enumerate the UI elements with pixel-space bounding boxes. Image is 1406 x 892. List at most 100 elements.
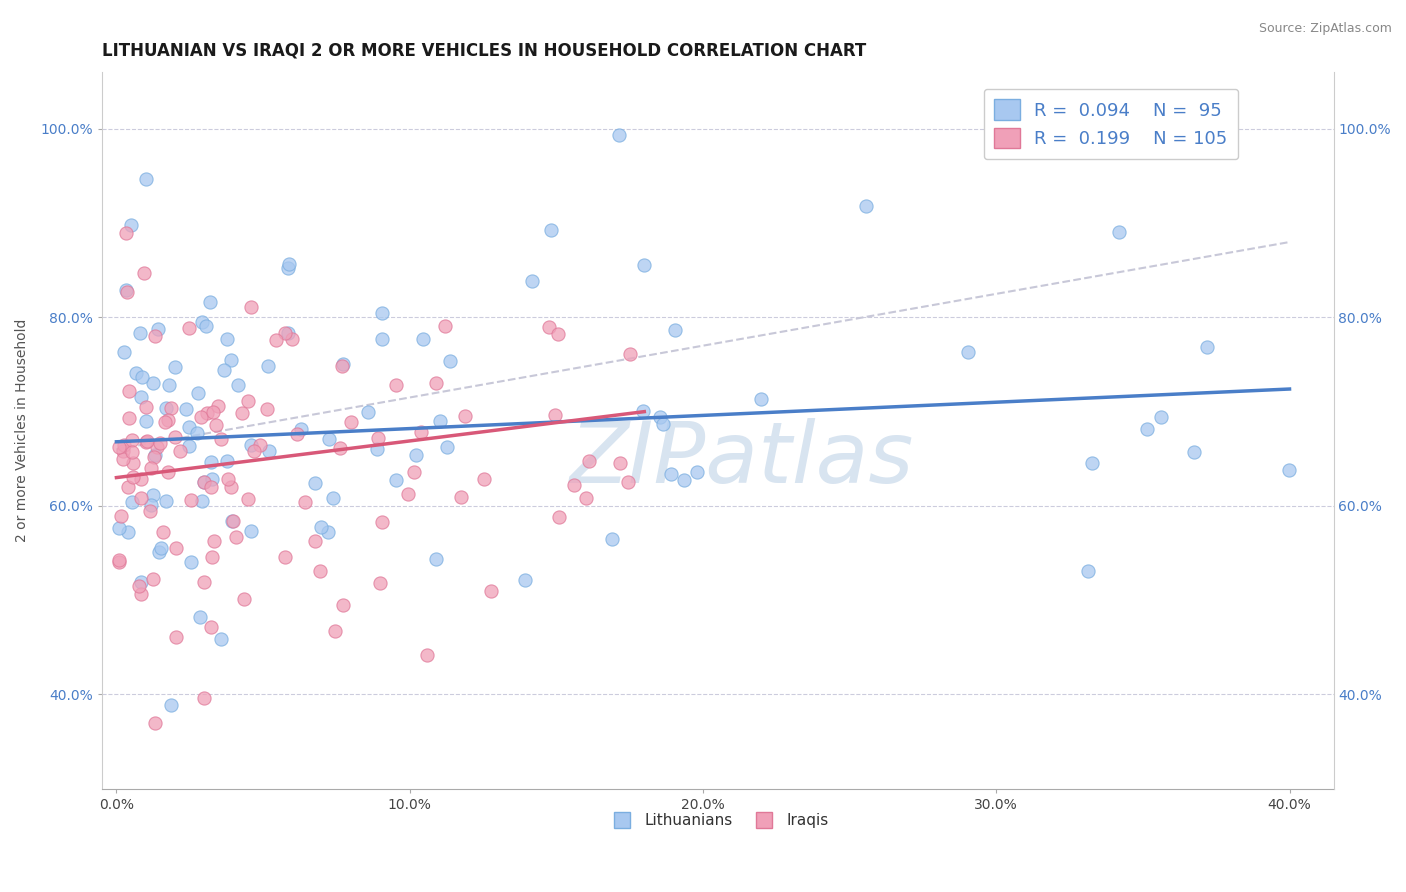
Point	[239, 438, 262, 452]
Point	[322, 491, 344, 506]
Point	[323, 624, 346, 639]
Point	[205, 418, 228, 433]
Point	[219, 480, 242, 494]
Point	[285, 426, 308, 441]
Point	[450, 490, 472, 504]
Point	[157, 413, 180, 427]
Point	[294, 495, 316, 509]
Point	[136, 434, 159, 448]
Point	[226, 378, 249, 392]
Point	[177, 321, 200, 335]
Point	[160, 401, 183, 415]
Point	[179, 420, 201, 434]
Point	[264, 333, 287, 347]
Point	[633, 258, 655, 272]
Point	[236, 394, 259, 409]
Point	[385, 473, 408, 487]
Point	[367, 431, 389, 445]
Point	[257, 444, 280, 458]
Point	[142, 376, 165, 390]
Point	[311, 520, 333, 534]
Point	[129, 473, 152, 487]
Point	[425, 376, 447, 390]
Point	[217, 472, 239, 486]
Point	[562, 478, 585, 492]
Point	[277, 257, 299, 271]
Point	[385, 378, 408, 392]
Point	[956, 345, 979, 359]
Point	[160, 698, 183, 712]
Point	[117, 525, 139, 540]
Point	[202, 534, 225, 549]
Point	[163, 430, 186, 444]
Point	[149, 541, 172, 556]
Point	[139, 498, 162, 512]
Point	[439, 353, 461, 368]
Point	[538, 320, 561, 334]
Point	[309, 564, 332, 578]
Text: LITHUANIAN VS IRAQI 2 OR MORE VEHICLES IN HOUSEHOLD CORRELATION CHART: LITHUANIAN VS IRAQI 2 OR MORE VEHICLES I…	[101, 42, 866, 60]
Point	[143, 448, 166, 462]
Point	[416, 648, 439, 663]
Point	[111, 451, 134, 466]
Point	[110, 508, 132, 523]
Point	[1080, 456, 1102, 470]
Point	[219, 352, 242, 367]
Point	[617, 475, 640, 489]
Point	[128, 326, 150, 340]
Point	[121, 433, 143, 447]
Point	[193, 575, 215, 590]
Point	[404, 465, 426, 479]
Point	[332, 599, 354, 613]
Point	[121, 445, 143, 459]
Point	[575, 491, 598, 505]
Point	[664, 323, 686, 337]
Point	[332, 358, 354, 372]
Point	[135, 414, 157, 428]
Point	[520, 274, 543, 288]
Point	[108, 521, 131, 535]
Point	[177, 439, 200, 453]
Point	[117, 480, 139, 494]
Point	[1150, 410, 1173, 425]
Point	[332, 359, 354, 373]
Point	[121, 469, 143, 483]
Point	[207, 399, 229, 413]
Point	[243, 444, 266, 458]
Point	[129, 587, 152, 601]
Point	[180, 492, 202, 507]
Point	[201, 405, 224, 419]
Point	[648, 409, 671, 424]
Point	[112, 345, 135, 359]
Point	[217, 454, 239, 468]
Point	[304, 533, 326, 548]
Point	[209, 432, 232, 446]
Point	[200, 294, 222, 309]
Point	[578, 454, 600, 468]
Point	[155, 401, 177, 415]
Point	[128, 579, 150, 593]
Point	[633, 404, 655, 418]
Point	[239, 524, 262, 538]
Point	[129, 491, 152, 506]
Point	[193, 690, 215, 705]
Point	[281, 332, 304, 346]
Point	[143, 450, 166, 464]
Point	[340, 415, 363, 429]
Point	[142, 572, 165, 586]
Point	[142, 488, 165, 502]
Point	[193, 475, 215, 489]
Point	[148, 544, 170, 558]
Point	[200, 455, 222, 469]
Point	[115, 285, 138, 299]
Point	[221, 514, 243, 528]
Point	[257, 359, 280, 374]
Point	[139, 461, 162, 475]
Point	[659, 467, 682, 482]
Point	[1278, 463, 1301, 477]
Point	[429, 414, 451, 428]
Point	[371, 306, 394, 320]
Point	[135, 434, 157, 449]
Point	[131, 574, 153, 589]
Point	[515, 573, 537, 587]
